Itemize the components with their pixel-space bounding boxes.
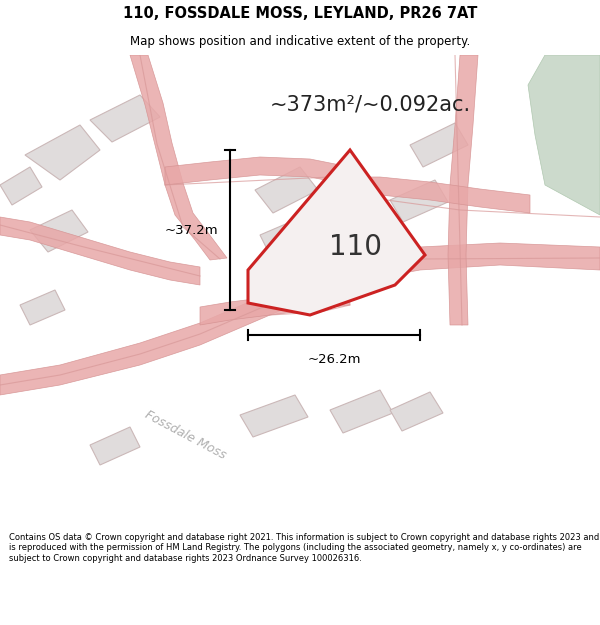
Text: Fossdale Moss: Fossdale Moss: [142, 408, 228, 462]
Polygon shape: [330, 390, 393, 433]
Text: 110: 110: [329, 233, 382, 261]
Polygon shape: [410, 123, 468, 167]
Polygon shape: [0, 243, 600, 395]
Polygon shape: [528, 55, 600, 215]
Text: ~37.2m: ~37.2m: [164, 224, 218, 236]
Polygon shape: [390, 392, 443, 431]
Polygon shape: [30, 210, 88, 252]
Text: Map shows position and indicative extent of the property.: Map shows position and indicative extent…: [130, 35, 470, 48]
Text: ~373m²/~0.092ac.: ~373m²/~0.092ac.: [269, 95, 470, 115]
Polygon shape: [200, 287, 350, 325]
Polygon shape: [130, 55, 227, 260]
Polygon shape: [390, 180, 448, 222]
Polygon shape: [260, 220, 305, 255]
Polygon shape: [165, 157, 350, 185]
Polygon shape: [0, 167, 42, 205]
Polygon shape: [0, 217, 200, 285]
Polygon shape: [340, 177, 530, 213]
Text: 110, FOSSDALE MOSS, LEYLAND, PR26 7AT: 110, FOSSDALE MOSS, LEYLAND, PR26 7AT: [123, 6, 477, 21]
Text: ~26.2m: ~26.2m: [307, 353, 361, 366]
Text: Contains OS data © Crown copyright and database right 2021. This information is : Contains OS data © Crown copyright and d…: [9, 533, 599, 562]
Polygon shape: [90, 95, 160, 142]
Polygon shape: [90, 427, 140, 465]
Polygon shape: [20, 290, 65, 325]
Polygon shape: [255, 167, 318, 213]
Polygon shape: [448, 55, 478, 325]
Polygon shape: [240, 395, 308, 437]
Polygon shape: [248, 150, 425, 315]
Polygon shape: [25, 125, 100, 180]
